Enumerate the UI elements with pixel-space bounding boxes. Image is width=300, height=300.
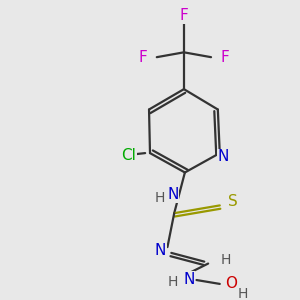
Text: N: N (218, 149, 229, 164)
Text: O: O (225, 276, 237, 291)
Text: H: H (238, 286, 248, 300)
Text: N: N (183, 272, 194, 286)
Text: H: H (220, 253, 231, 267)
Text: H: H (168, 275, 178, 289)
Text: F: F (220, 50, 229, 65)
Text: N: N (167, 187, 178, 202)
Text: N: N (155, 244, 166, 259)
Text: F: F (139, 50, 148, 65)
Text: S: S (229, 194, 238, 209)
Text: H: H (155, 191, 165, 205)
Text: Cl: Cl (121, 148, 136, 163)
Text: F: F (179, 8, 188, 23)
